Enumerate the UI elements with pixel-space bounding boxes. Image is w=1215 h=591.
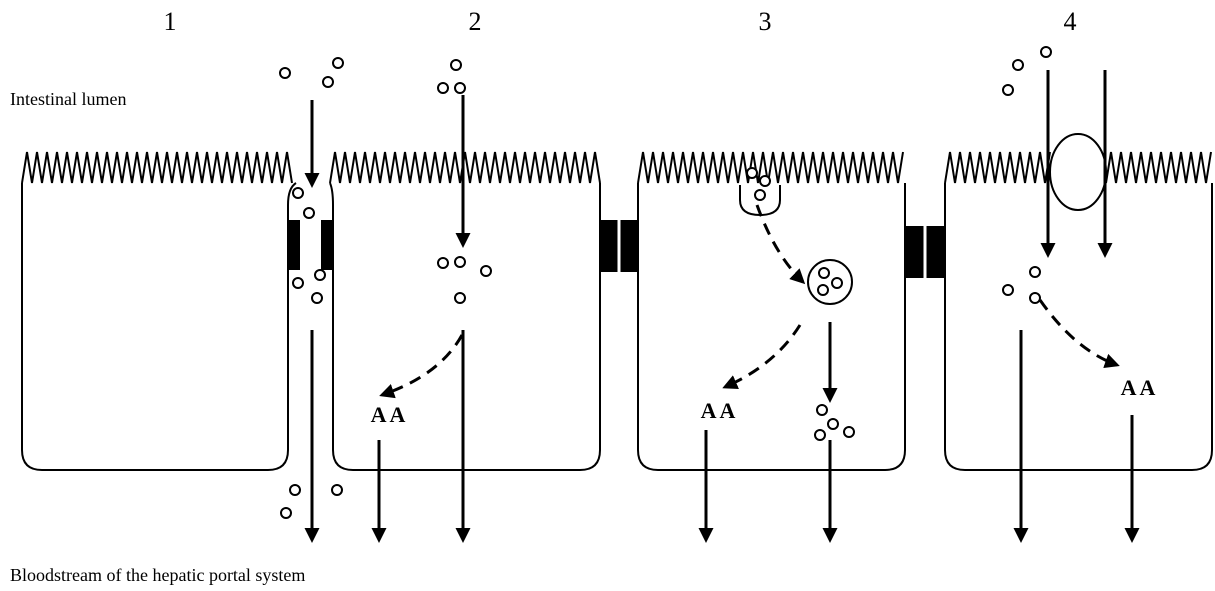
- cells: [21, 182, 1213, 471]
- peptide: [759, 175, 771, 187]
- peptide: [303, 207, 315, 219]
- panel-number: 4: [1064, 7, 1077, 36]
- peptide: [754, 189, 766, 201]
- peptide: [292, 187, 304, 199]
- peptides: [279, 46, 1052, 519]
- dashed-arrow: [722, 324, 802, 390]
- cell: [21, 182, 297, 471]
- bloodstream-label: Bloodstream of the hepatic portal system: [10, 565, 305, 585]
- peptide: [292, 277, 304, 289]
- peptide: [279, 67, 291, 79]
- peptide: [817, 284, 829, 296]
- vesicle: [807, 259, 853, 305]
- peptide: [831, 277, 843, 289]
- peptide: [454, 256, 466, 268]
- peptide: [322, 76, 334, 88]
- peptide: [1029, 266, 1041, 278]
- peptide: [454, 292, 466, 304]
- microvillus: [944, 151, 1051, 184]
- microvillus: [637, 151, 904, 184]
- peptide: [480, 265, 492, 277]
- peptide: [1012, 59, 1024, 71]
- peptide: [437, 257, 449, 269]
- peptide: [331, 484, 343, 496]
- amino-acid-label: A A: [371, 402, 406, 427]
- peptide: [843, 426, 855, 438]
- panel-number: 2: [469, 7, 482, 36]
- cell: [637, 183, 906, 471]
- peptide: [1029, 292, 1041, 304]
- cell: [944, 183, 1213, 471]
- peptide: [746, 167, 758, 179]
- dashed-arrow: [379, 334, 464, 399]
- amino-acid-label: A A: [701, 398, 736, 423]
- peptide: [827, 418, 839, 430]
- peptide: [332, 57, 344, 69]
- microvillus: [1105, 151, 1212, 184]
- peptide: [289, 484, 301, 496]
- lumen-label: Intestinal lumen: [10, 89, 126, 109]
- dashed-arrow: [755, 204, 806, 285]
- cell: [329, 182, 601, 471]
- peptide: [314, 269, 326, 281]
- arrows: [304, 70, 1140, 543]
- transporter: [1049, 133, 1107, 211]
- amino-acid-label: A A: [1121, 375, 1156, 400]
- tight-junctions: [288, 220, 945, 278]
- panel-number: 1: [164, 7, 177, 36]
- peptide: [818, 267, 830, 279]
- peptide: [816, 404, 828, 416]
- peptide: [280, 507, 292, 519]
- peptide: [311, 292, 323, 304]
- peptide: [454, 82, 466, 94]
- microvillus: [329, 151, 601, 184]
- microvilli: [21, 151, 1212, 184]
- peptide: [1002, 284, 1014, 296]
- panel-number: 3: [759, 7, 772, 36]
- peptide: [814, 429, 826, 441]
- peptide: [1040, 46, 1052, 58]
- peptide: [450, 59, 462, 71]
- peptide: [437, 82, 449, 94]
- peptide: [1002, 84, 1014, 96]
- microvillus: [21, 151, 293, 184]
